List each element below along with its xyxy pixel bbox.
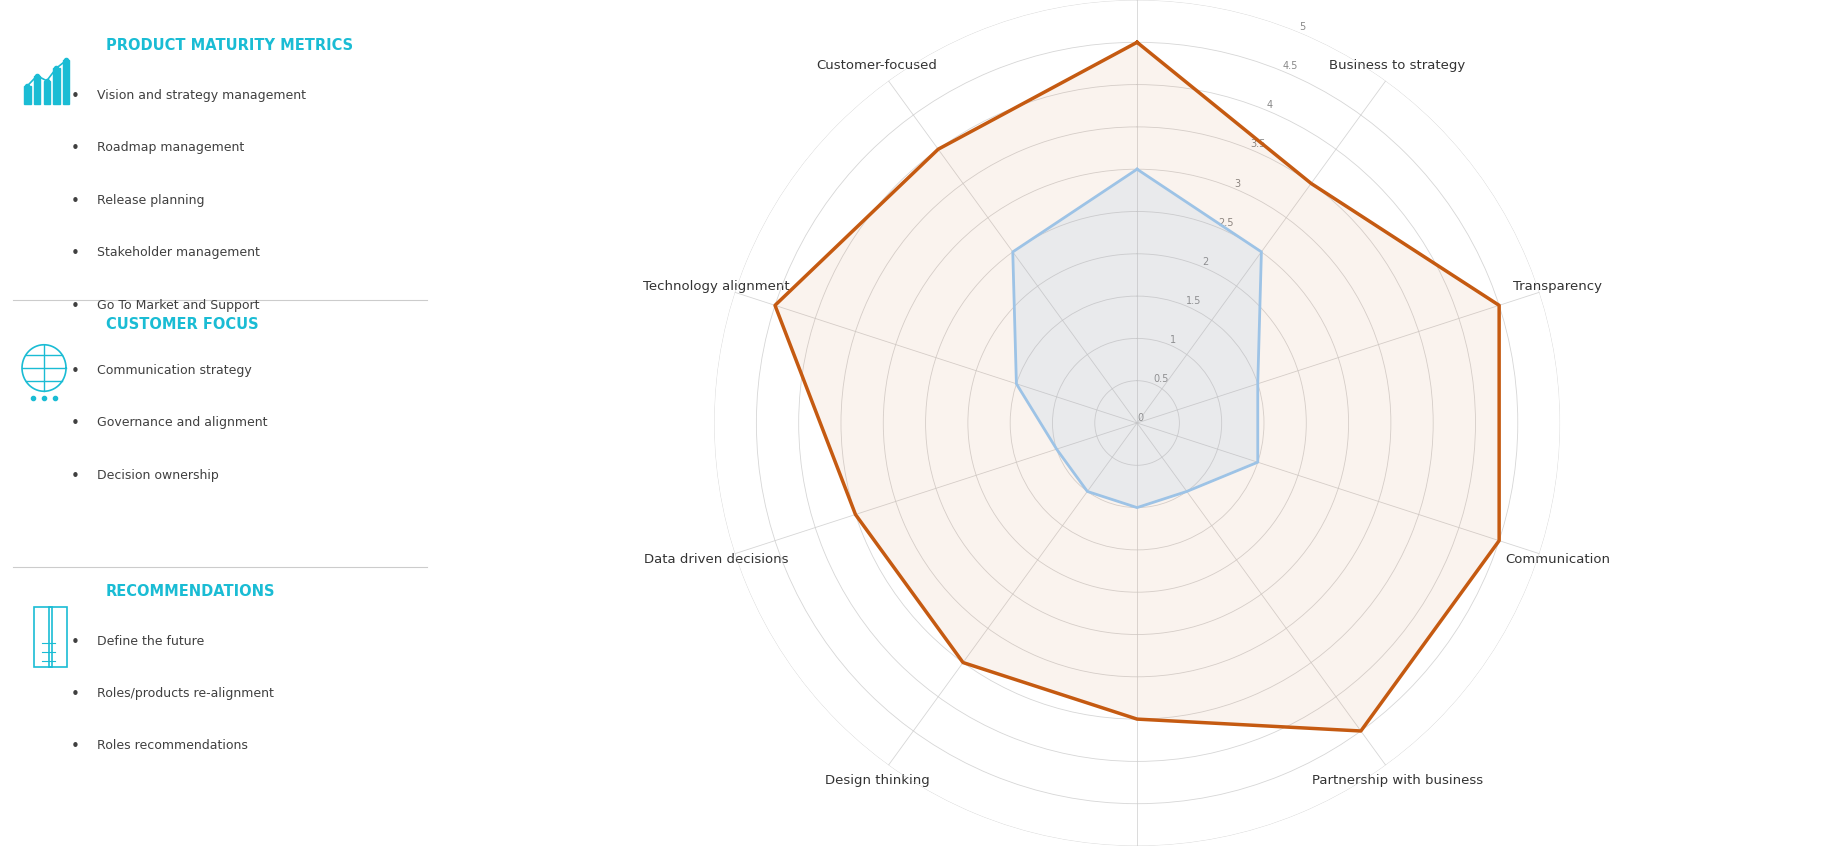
Text: •: •	[70, 89, 79, 104]
Text: •: •	[70, 141, 79, 157]
FancyBboxPatch shape	[62, 61, 70, 104]
FancyBboxPatch shape	[24, 85, 31, 104]
Text: •: •	[70, 364, 79, 379]
Text: Governance and alignment: Governance and alignment	[97, 416, 268, 429]
Text: Roadmap management: Roadmap management	[97, 141, 244, 154]
Text: •: •	[70, 194, 79, 209]
Text: Roles recommendations: Roles recommendations	[97, 739, 248, 752]
Text: Stakeholder management: Stakeholder management	[97, 246, 260, 259]
Text: •: •	[70, 299, 79, 314]
FancyBboxPatch shape	[33, 76, 40, 104]
Text: Go To Market and Support: Go To Market and Support	[97, 299, 259, 311]
Text: Define the future: Define the future	[97, 634, 204, 647]
Text: •: •	[70, 416, 79, 431]
Text: Release planning: Release planning	[97, 194, 204, 206]
Text: Communication strategy: Communication strategy	[97, 364, 251, 376]
Text: •: •	[70, 634, 79, 650]
FancyBboxPatch shape	[53, 69, 59, 104]
Text: RECOMMENDATIONS: RECOMMENDATIONS	[106, 584, 275, 599]
Text: •: •	[70, 739, 79, 755]
Text: CUSTOMER FOCUS: CUSTOMER FOCUS	[106, 317, 259, 332]
Text: PRODUCT MATURITY METRICS: PRODUCT MATURITY METRICS	[106, 38, 352, 53]
Text: •: •	[70, 469, 79, 484]
Text: Decision ownership: Decision ownership	[97, 469, 218, 481]
Text: Vision and strategy management: Vision and strategy management	[97, 89, 306, 102]
FancyBboxPatch shape	[44, 80, 50, 104]
Text: •: •	[70, 687, 79, 702]
Polygon shape	[776, 42, 1498, 731]
Text: •: •	[70, 246, 79, 261]
Text: Roles/products re-alignment: Roles/products re-alignment	[97, 687, 273, 700]
Polygon shape	[1012, 169, 1262, 508]
